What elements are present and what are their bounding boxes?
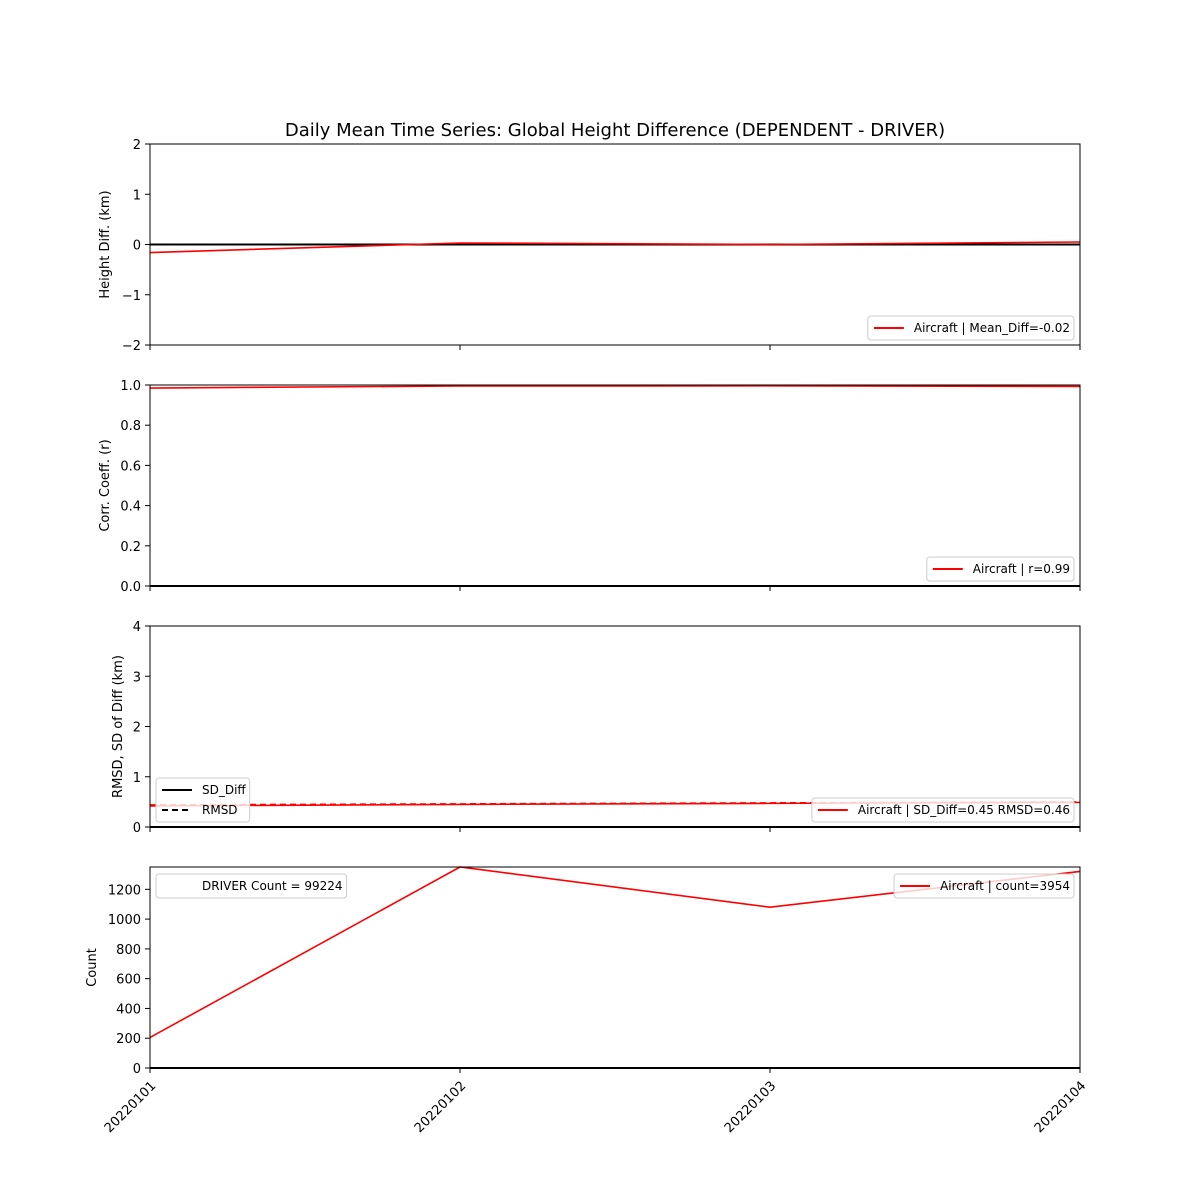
y-tick-label: 0.2: [120, 540, 141, 555]
y-tick-label: 0.8: [120, 419, 141, 434]
y-axis-label: Height Diff. (km): [98, 190, 113, 298]
y-tick-label: 800: [116, 943, 141, 958]
legend-label: RMSD: [202, 803, 238, 817]
y-axis-label: RMSD, SD of Diff (km): [111, 655, 126, 798]
y-tick-label: 400: [116, 1002, 141, 1017]
y-tick-label: 2: [133, 138, 141, 153]
y-tick-label: 0.0: [120, 580, 141, 595]
panel-rmsd: 0 1 2 3 4 RMSD, SD of Diff (km) Aircraft | SD_…: [111, 620, 1081, 836]
y-tick-label: 2: [133, 721, 141, 736]
legend: Aircraft | SD_Diff=0.45 RMSD=0.46: [811, 797, 1075, 823]
legend: Aircraft | count=3954: [893, 873, 1075, 899]
y-tick-label: 1200: [108, 883, 141, 898]
axes-frame: [149, 384, 1081, 587]
axes-frame: [149, 866, 1081, 1069]
legend-label: Aircraft | SD_Diff=0.45 RMSD=0.46: [858, 803, 1070, 817]
chart-title: Daily Mean Time Series: Global Height Di…: [285, 120, 945, 141]
y-tick-label: 0: [133, 821, 141, 836]
x-tick-label: 20220104: [1032, 1079, 1089, 1136]
panel-count: 0 200 400 600 800 1000 1200 Count Aircraft | cou…: [85, 866, 1081, 1077]
legend-frame: [926, 556, 1075, 582]
y-tick-label: 0.4: [120, 500, 141, 515]
panel-height: −2 −1 0 1 2 Height Diff. (km) Aircraft | Mean_…: [98, 138, 1081, 354]
axes-frame: [149, 625, 1081, 828]
legend-label: DRIVER Count = 99224: [202, 879, 343, 893]
legend: Aircraft | r=0.99: [926, 556, 1075, 582]
y-tick-label: 200: [116, 1032, 141, 1047]
legend-label: Aircraft | Mean_Diff=-0.02: [914, 321, 1070, 335]
y-tick-label: 3: [133, 670, 141, 685]
y-tick-label: 1000: [108, 913, 141, 928]
y-tick-label: 0: [133, 239, 141, 254]
series-line: [149, 241, 1081, 254]
legend-frame: [811, 797, 1075, 823]
legend-label: Aircraft | r=0.99: [973, 562, 1070, 576]
panels: −2 −1 0 1 2 Height Diff. (km) Aircraft | Mean_…: [85, 138, 1089, 1136]
y-tick-label: 600: [116, 973, 141, 988]
legend: Aircraft | Mean_Diff=-0.02: [867, 315, 1075, 341]
y-axis-label: Count: [85, 948, 100, 987]
legend-frame: [867, 315, 1075, 341]
y-tick-label: 4: [133, 620, 141, 635]
y-tick-label: 0.6: [120, 459, 141, 474]
legend-secondary: SD_Diff RMSD: [155, 777, 251, 823]
legend-label: SD_Diff: [202, 783, 246, 797]
y-axis-label: Corr. Coeff. (r): [98, 439, 113, 531]
legend-label: Aircraft | count=3954: [940, 879, 1070, 893]
x-tick-label: 20220102: [412, 1079, 469, 1136]
legend-secondary: DRIVER Count = 99224: [155, 873, 348, 899]
legend-frame: [155, 873, 348, 899]
legend-frame: [893, 873, 1075, 899]
y-tick-label: 0: [133, 1062, 141, 1077]
series-line: [149, 385, 1081, 389]
y-tick-label: 1: [133, 188, 141, 203]
panel-corr: 0.0 0.2 0.4 0.6 0.8 1.0 Corr. Coeff. (r) Aircra…: [98, 379, 1081, 595]
x-tick-label: 20220101: [102, 1079, 159, 1136]
x-tick-label: 20220103: [722, 1079, 779, 1136]
y-tick-label: −1: [122, 289, 141, 304]
y-tick-label: −2: [122, 339, 141, 354]
y-tick-label: 1: [133, 771, 141, 786]
y-tick-label: 1.0: [120, 379, 141, 394]
